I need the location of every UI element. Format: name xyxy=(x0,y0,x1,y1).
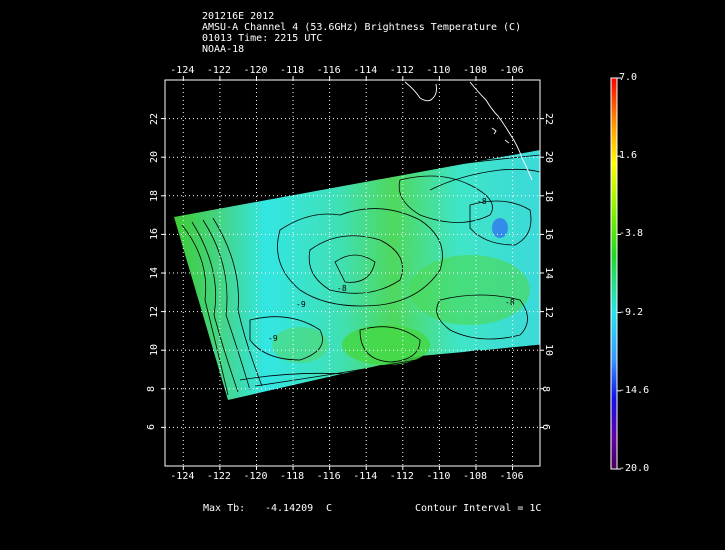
colorbar-label: -3.8 xyxy=(619,228,644,240)
lat-label-right: 6 xyxy=(540,424,552,431)
header-date: 201216E 2012 xyxy=(202,11,275,22)
lat-label-right: 16 xyxy=(543,228,555,241)
lat-label-left: 16 xyxy=(149,228,161,241)
lat-label-right: 14 xyxy=(543,266,555,280)
green-patch xyxy=(342,325,430,365)
lat-label-left: 22 xyxy=(149,112,161,125)
contour-label: -9 xyxy=(268,334,278,343)
lat-label-right: 12 xyxy=(543,305,555,318)
lat-label-right: 20 xyxy=(543,151,555,164)
lon-label-top: -114 xyxy=(353,65,378,76)
lon-label-bottom: -110 xyxy=(426,471,451,482)
lon-label-bottom: -112 xyxy=(389,471,414,482)
frame-ticks xyxy=(161,76,544,470)
lon-label-bottom: -118 xyxy=(280,471,305,482)
lat-label-left: 10 xyxy=(149,344,161,357)
lon-label-bottom: -108 xyxy=(462,471,488,482)
colorbar-ticks xyxy=(617,77,621,470)
max-tb-unit: C xyxy=(326,503,333,514)
contour-label: -9 xyxy=(296,300,306,309)
lon-label-top: -120 xyxy=(243,65,268,76)
lon-label-bottom: -106 xyxy=(499,471,524,482)
colorbar-label: -9.2 xyxy=(619,306,644,318)
lon-label-top: -116 xyxy=(316,65,341,76)
swath-area xyxy=(174,150,540,400)
lon-label-top: -122 xyxy=(206,65,231,76)
lat-label-left: 14 xyxy=(149,266,161,280)
lon-label-top: -108 xyxy=(462,65,488,76)
header-time: 01013 Time: 2215 UTC xyxy=(202,33,323,44)
lat-label-left: 6 xyxy=(146,424,158,431)
colorbar-label: -20.0 xyxy=(619,463,650,474)
blue-patch xyxy=(492,218,508,238)
colorbar-label: 7.0 xyxy=(619,72,638,83)
header-title: AMSU-A Channel 4 (53.6GHz) Brightness Te… xyxy=(202,22,522,33)
green-patch xyxy=(410,255,530,325)
colorbar-label: 1.6 xyxy=(619,150,638,162)
header-satellite: NOAA-18 xyxy=(202,44,245,55)
contour-label: -8 xyxy=(337,284,347,293)
lat-label-right: 8 xyxy=(540,385,552,392)
colorbar xyxy=(610,77,618,470)
contour-label: -8 xyxy=(477,197,487,206)
contour-label: -8 xyxy=(505,298,515,307)
lon-label-top: -124 xyxy=(170,65,195,76)
green-patch xyxy=(272,327,328,363)
lat-label-right: 18 xyxy=(543,189,555,202)
contour-interval: Contour Interval = 1C xyxy=(415,503,542,514)
lat-label-left: 20 xyxy=(149,151,161,164)
lon-label-bottom: -122 xyxy=(206,471,231,482)
lat-label-right: 10 xyxy=(543,344,555,357)
lon-label-top: -110 xyxy=(426,65,451,76)
lon-label-bottom: -116 xyxy=(316,471,341,482)
colorbar-label: -14.6 xyxy=(619,384,650,396)
lon-label-top: -112 xyxy=(389,65,414,76)
lat-label-left: 18 xyxy=(149,189,161,202)
contour-lines xyxy=(181,154,540,396)
lat-label-right: 22 xyxy=(543,112,555,125)
contour-label-group: -9 -8 -8 -9 -8 xyxy=(268,197,515,343)
coastline xyxy=(404,81,533,181)
lat-label-left: 8 xyxy=(146,385,158,392)
lon-label-top: -106 xyxy=(499,65,524,76)
max-tb-label: Max Tb: xyxy=(203,503,246,514)
lon-label-bottom: -120 xyxy=(243,471,268,482)
plot-header: 201216E 2012 AMSU-A Channel 4 (53.6GHz) B… xyxy=(202,11,521,55)
lon-label-bottom: -124 xyxy=(170,471,195,482)
lon-label-bottom: -114 xyxy=(353,471,378,482)
lon-label-top: -118 xyxy=(280,65,305,76)
graticule xyxy=(165,80,540,466)
lat-label-left: 12 xyxy=(149,305,161,318)
max-tb-value: -4.14209 xyxy=(265,503,314,514)
